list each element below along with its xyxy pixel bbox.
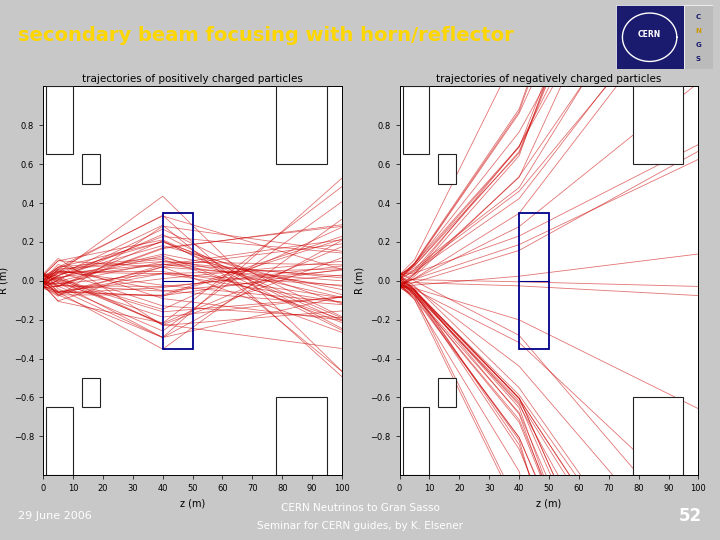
Title: trajectories of negatively charged particles: trajectories of negatively charged parti… bbox=[436, 74, 662, 84]
Bar bbox=[616, 5, 684, 69]
Bar bbox=[402, 86, 429, 154]
Text: C: C bbox=[696, 14, 701, 20]
Bar bbox=[82, 154, 100, 184]
Text: 52: 52 bbox=[679, 507, 702, 525]
Y-axis label: R (m): R (m) bbox=[355, 267, 365, 294]
Bar bbox=[438, 378, 456, 407]
Text: Seminar for CERN guides, by K. Elsener: Seminar for CERN guides, by K. Elsener bbox=[257, 522, 463, 531]
Text: N: N bbox=[696, 28, 701, 34]
X-axis label: z (m): z (m) bbox=[180, 499, 205, 509]
Bar bbox=[82, 378, 100, 407]
Bar bbox=[276, 86, 327, 164]
Bar bbox=[46, 86, 73, 154]
Title: trajectories of positively charged particles: trajectories of positively charged parti… bbox=[82, 74, 303, 84]
Bar bbox=[438, 154, 456, 184]
Bar bbox=[684, 5, 713, 69]
Bar bbox=[276, 397, 327, 475]
Text: S: S bbox=[696, 56, 701, 62]
Y-axis label: R (m): R (m) bbox=[0, 267, 9, 294]
Text: CERN: CERN bbox=[638, 30, 661, 38]
Text: 29 June 2006: 29 June 2006 bbox=[18, 511, 91, 521]
Bar bbox=[633, 397, 683, 475]
Bar bbox=[633, 86, 683, 164]
Bar bbox=[163, 213, 193, 349]
Bar bbox=[519, 213, 549, 349]
Text: secondary beam focusing with horn/reflector: secondary beam focusing with horn/reflec… bbox=[18, 25, 514, 45]
Text: CERN Neutrinos to Gran Sasso: CERN Neutrinos to Gran Sasso bbox=[281, 503, 439, 514]
Bar bbox=[46, 407, 73, 475]
X-axis label: z (m): z (m) bbox=[536, 499, 562, 509]
Bar bbox=[402, 407, 429, 475]
Text: G: G bbox=[696, 42, 701, 48]
